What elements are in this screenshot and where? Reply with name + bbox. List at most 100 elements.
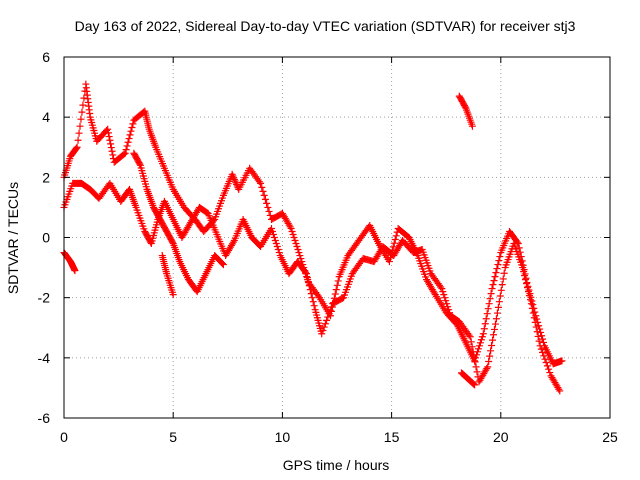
data-point [303, 274, 311, 282]
data-point [259, 187, 267, 195]
y-tick-label: 2 [42, 169, 50, 185]
data-point [287, 224, 295, 232]
data-point [499, 275, 507, 283]
data-marks [60, 80, 566, 395]
x-tick-label: 0 [60, 429, 68, 445]
data-point [498, 281, 506, 289]
x-tick-label: 10 [275, 429, 291, 445]
data-point [106, 136, 114, 144]
data-point [304, 278, 312, 286]
data-point [73, 143, 81, 151]
data-point [490, 331, 498, 339]
data-point [321, 320, 329, 328]
data-point [441, 294, 449, 302]
data-point [309, 298, 317, 306]
data-point [494, 261, 502, 269]
data-point [461, 103, 469, 111]
data-point [485, 300, 493, 308]
data-point [327, 303, 335, 311]
data-point [485, 358, 493, 366]
data-point [529, 309, 537, 317]
data-point [392, 232, 400, 240]
x-axis-label: GPS time / hours [283, 457, 390, 473]
y-tick-label: -2 [38, 290, 51, 306]
data-point [80, 94, 88, 102]
data-point [486, 352, 494, 360]
data-point [324, 313, 332, 321]
series-track-g [457, 369, 479, 389]
data-point [104, 125, 112, 133]
data-point [76, 122, 84, 130]
data-point [331, 290, 339, 298]
data-point [307, 290, 315, 298]
data-point [468, 122, 476, 130]
data-point [492, 269, 500, 277]
data-point [288, 227, 296, 235]
data-point [542, 359, 550, 367]
data-point [443, 300, 451, 308]
data-point [438, 285, 446, 293]
data-point [521, 272, 529, 280]
data-point [466, 333, 474, 341]
data-point [490, 325, 498, 333]
data-point [105, 133, 113, 141]
data-point [267, 224, 275, 232]
tick-labels: 0 5 10 15 20 25 -6 -4 -2 0 2 4 6 [38, 49, 618, 445]
data-point [536, 342, 544, 350]
data-point [483, 310, 491, 318]
series-track-c [60, 249, 79, 275]
data-point [274, 246, 282, 254]
data-point [293, 243, 301, 251]
y-axis-label: SDTVAR / TECUs [5, 182, 21, 294]
data-point [469, 380, 477, 388]
data-point [334, 277, 342, 285]
data-point [477, 336, 485, 344]
data-point [532, 323, 540, 331]
data-point [318, 330, 326, 338]
data-point [75, 129, 83, 137]
data-point [168, 238, 176, 246]
x-tick-label: 5 [169, 429, 177, 445]
data-point [489, 281, 497, 289]
data-point [268, 227, 276, 235]
data-point [444, 303, 452, 311]
data-point [488, 285, 496, 293]
data-point [107, 140, 115, 148]
data-point [230, 175, 238, 183]
data-point [231, 177, 239, 185]
data-point [292, 240, 300, 248]
y-tick-label: 4 [42, 109, 50, 125]
data-point [385, 258, 393, 266]
data-point [533, 328, 541, 336]
data-point [558, 357, 566, 365]
data-point [257, 179, 265, 187]
data-point [314, 292, 322, 300]
data-point [527, 300, 535, 308]
data-point [440, 291, 448, 299]
data-point [538, 332, 546, 340]
data-point [104, 129, 112, 137]
data-point [301, 268, 309, 276]
data-point [530, 314, 538, 322]
data-point [476, 339, 484, 347]
data-point [286, 223, 294, 231]
data-point [480, 325, 488, 333]
data-point [107, 144, 115, 152]
data-point [296, 252, 304, 260]
data-point [437, 283, 445, 291]
data-point [109, 151, 117, 159]
data-point [474, 345, 482, 353]
data-point [465, 331, 473, 339]
data-point [123, 142, 131, 150]
chart-title: Day 163 of 2022, Sidereal Day-to-day VTE… [75, 18, 576, 34]
series-track-b [60, 179, 564, 395]
data-point [487, 290, 495, 298]
data-point [391, 236, 399, 244]
data-point [122, 146, 130, 154]
data-point [478, 333, 486, 341]
data-point [229, 172, 237, 180]
data-point [128, 124, 136, 132]
data-point [219, 261, 227, 269]
data-point [294, 246, 302, 254]
